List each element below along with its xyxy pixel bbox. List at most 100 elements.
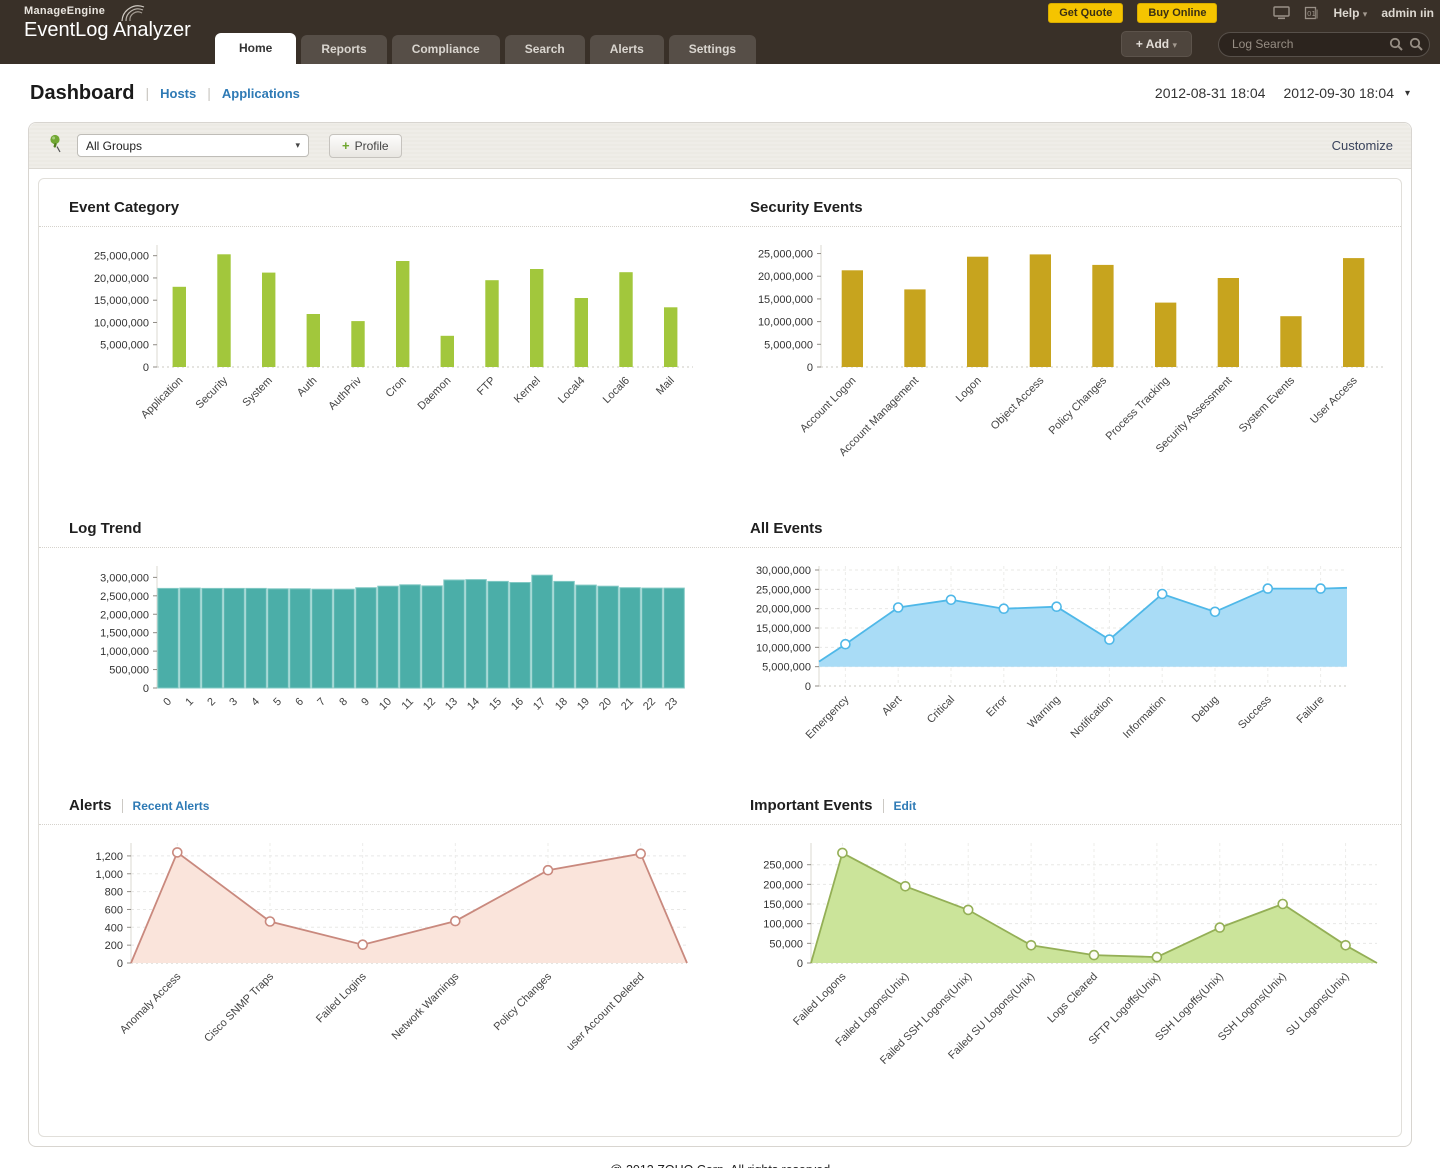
hosts-link[interactable]: Hosts xyxy=(160,85,197,101)
svg-text:1,000,000: 1,000,000 xyxy=(100,646,149,658)
svg-text:6: 6 xyxy=(293,696,306,709)
svg-text:Policy Changes: Policy Changes xyxy=(1047,374,1110,437)
customize-link[interactable]: Customize xyxy=(1331,138,1393,153)
svg-text:SFTP Logoffs(Unix): SFTP Logoffs(Unix) xyxy=(1087,971,1164,1048)
svg-text:21: 21 xyxy=(619,696,636,713)
svg-text:3,000,000: 3,000,000 xyxy=(100,572,149,584)
main-nav-tabs: Home Reports Compliance Search Alerts Se… xyxy=(215,33,757,64)
svg-text:22: 22 xyxy=(641,696,658,713)
svg-text:Failed Logons: Failed Logons xyxy=(791,970,849,1028)
applications-link[interactable]: Applications xyxy=(221,85,300,101)
svg-text:1,200: 1,200 xyxy=(95,851,123,863)
add-button[interactable]: + Add ▾ xyxy=(1120,31,1192,57)
svg-text:200: 200 xyxy=(105,940,123,952)
date-from: 2012-08-31 18:04 xyxy=(1154,85,1266,101)
row1-head: Event Category Security Events xyxy=(39,179,1401,227)
svg-text:0: 0 xyxy=(161,696,174,709)
svg-text:0: 0 xyxy=(143,683,149,695)
tab-search[interactable]: Search xyxy=(504,35,585,64)
help-menu[interactable]: Help ▾ xyxy=(1333,6,1368,20)
svg-text:0: 0 xyxy=(117,958,123,970)
svg-text:User Access: User Access xyxy=(1308,374,1360,426)
get-quote-button[interactable]: Get Quote xyxy=(1048,3,1124,23)
svg-text:50,000: 50,000 xyxy=(769,938,803,950)
svg-text:Notification: Notification xyxy=(1069,694,1116,741)
tab-settings[interactable]: Settings xyxy=(668,35,757,64)
dashboard-panel: All Groups ▾ + Profile Customize Event C… xyxy=(28,122,1412,1147)
svg-text:Policy Changes: Policy Changes xyxy=(492,970,555,1033)
log-trend-chart: 0 500,000 1,000,000 1,500,000 2,000,000 2,500… xyxy=(61,556,731,777)
report-page-icon[interactable]: 01 xyxy=(1304,6,1319,20)
svg-text:Object Access: Object Access xyxy=(989,374,1047,432)
user-menu[interactable]: admin ıin xyxy=(1381,6,1434,20)
select-caret-icon: ▾ xyxy=(295,140,300,150)
svg-text:SSH Logoffs(Unix): SSH Logoffs(Unix) xyxy=(1153,971,1226,1044)
pin-icon[interactable] xyxy=(47,133,65,158)
svg-text:Account Logon: Account Logon xyxy=(798,375,858,435)
svg-text:15,000,000: 15,000,000 xyxy=(758,294,813,306)
svg-text:150,000: 150,000 xyxy=(763,899,803,911)
svg-text:10,000,000: 10,000,000 xyxy=(94,317,149,329)
all-events-chart: 0 5,000,000 10,000,000 15,000,000 20,000,000… xyxy=(731,556,1401,777)
alerts-chart: 0 200 400 600 800 1,000 1,200 Anomaly Access Cis… xyxy=(61,833,731,1110)
monitor-icon[interactable] xyxy=(1273,6,1291,20)
svg-text:AuthPriv: AuthPriv xyxy=(326,374,364,412)
svg-text:Process Tracking: Process Tracking xyxy=(1104,375,1172,443)
svg-text:14: 14 xyxy=(465,696,482,713)
row3-body: 0 200 400 600 800 1,000 1,200 Anomaly Access Cis… xyxy=(39,825,1401,1110)
edit-link[interactable]: Edit xyxy=(882,799,916,813)
svg-text:20,000,000: 20,000,000 xyxy=(758,271,813,283)
svg-text:19: 19 xyxy=(575,696,592,713)
event-category-chart: 0 5,000,000 10,000,000 15,000,000 20,000,000… xyxy=(61,235,725,500)
svg-text:Logon: Logon xyxy=(954,375,984,405)
svg-text:Critical: Critical xyxy=(925,694,957,726)
tab-alerts[interactable]: Alerts xyxy=(589,35,664,64)
add-profile-button[interactable]: + Profile xyxy=(329,133,402,158)
svg-text:5: 5 xyxy=(271,696,284,709)
svg-text:Logs Cleared: Logs Cleared xyxy=(1045,971,1100,1026)
svg-text:Warning: Warning xyxy=(1026,694,1063,731)
date-to: 2012-09-30 18:04 xyxy=(1283,85,1394,101)
svg-text:5,000,000: 5,000,000 xyxy=(100,340,149,352)
svg-text:10: 10 xyxy=(377,696,394,713)
svg-text:1: 1 xyxy=(183,696,196,709)
log-search-input[interactable] xyxy=(1218,31,1430,57)
svg-text:13: 13 xyxy=(443,696,460,713)
tab-reports[interactable]: Reports xyxy=(301,35,387,64)
row2-body: 0 500,000 1,000,000 1,500,000 2,000,000 2,500… xyxy=(39,548,1401,777)
brand-logo: ManageEngine EventLog Analyzer xyxy=(24,5,191,42)
recent-alerts-link[interactable]: Recent Alerts xyxy=(121,799,209,813)
tab-home[interactable]: Home xyxy=(215,33,297,64)
svg-text:01: 01 xyxy=(1307,10,1316,18)
svg-text:0: 0 xyxy=(805,681,811,693)
svg-text:Local4: Local4 xyxy=(556,375,587,406)
date-range-caret-icon[interactable]: ▾ xyxy=(1404,88,1410,99)
svg-text:Alert: Alert xyxy=(880,694,904,718)
date-range[interactable]: 2012-08-31 18:04 2012-09-30 18:04 xyxy=(1155,85,1394,101)
svg-text:20,000,000: 20,000,000 xyxy=(94,273,149,285)
svg-text:600: 600 xyxy=(105,904,123,916)
plus-icon: + xyxy=(342,138,350,153)
brand-swoosh-icon xyxy=(121,5,145,22)
log-search-wrap xyxy=(1218,31,1430,57)
event-category-title: Event Category xyxy=(69,199,180,216)
svg-text:7: 7 xyxy=(315,696,328,709)
svg-text:Cron: Cron xyxy=(383,375,408,400)
security-events-chart: 0 5,000,000 10,000,000 15,000,000 20,000,000… xyxy=(725,235,1401,500)
group-select[interactable]: All Groups ▾ xyxy=(77,134,309,157)
svg-text:25,000,000: 25,000,000 xyxy=(758,249,813,261)
row2-head: Log Trend All Events xyxy=(39,500,1401,548)
search-icon[interactable] xyxy=(1389,37,1404,57)
buy-online-button[interactable]: Buy Online xyxy=(1137,3,1218,23)
tab-compliance[interactable]: Compliance xyxy=(391,35,500,64)
svg-text:2,500,000: 2,500,000 xyxy=(100,591,149,603)
row1-body: 0 5,000,000 10,000,000 15,000,000 20,000,000… xyxy=(39,227,1401,500)
svg-text:Security: Security xyxy=(194,374,231,411)
svg-text:0: 0 xyxy=(143,362,149,374)
svg-text:2,000,000: 2,000,000 xyxy=(100,609,149,621)
important-events-chart: 0 50,000 100,000 150,000 200,000 250,000 Faile… xyxy=(731,833,1401,1110)
svg-text:15,000,000: 15,000,000 xyxy=(756,623,811,635)
svg-text:17: 17 xyxy=(531,696,548,713)
svg-text:0: 0 xyxy=(797,958,803,970)
advanced-search-icon[interactable] xyxy=(1409,37,1424,57)
